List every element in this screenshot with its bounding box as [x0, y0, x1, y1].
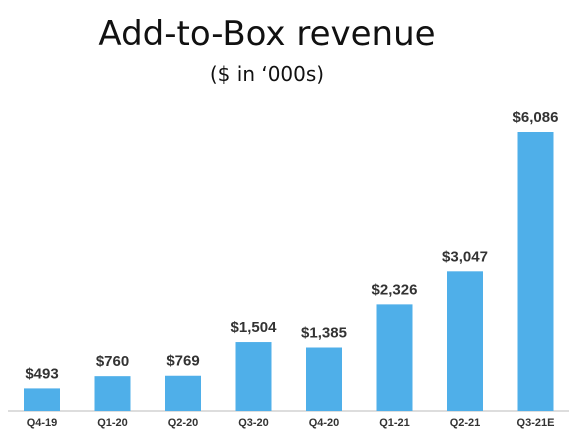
bar-q4-20: [306, 347, 342, 411]
value-label-q2-20: $769: [166, 353, 199, 370]
value-label-q1-20: $760: [96, 353, 129, 370]
tick-label-q1-20: Q1-20: [97, 417, 128, 429]
bar-q3-20: [235, 342, 272, 411]
value-label-q3-20: $1,504: [231, 319, 278, 336]
value-label-q4-19: $493: [25, 365, 58, 382]
bar-q2-20: [165, 375, 201, 411]
value-label-q3-21e: $6,086: [513, 109, 559, 126]
chart-title: Add-to-Box revenue: [98, 14, 436, 54]
chart-subtitle: ($ in ‘000s): [209, 62, 325, 86]
bar-q1-20: [94, 376, 131, 411]
tick-label-q2-21: Q2-21: [450, 417, 481, 429]
value-label-q1-21: $2,326: [372, 281, 418, 298]
value-label-q4-20: $1,385: [301, 325, 347, 342]
tick-label-q3-20: Q3-20: [238, 417, 269, 429]
tick-label-q3-21e: Q3-21E: [517, 417, 555, 429]
tick-label-q1-21: Q1-21: [379, 417, 410, 429]
bar-q4-19: [24, 388, 60, 411]
value-label-q2-21: $3,047: [442, 248, 488, 265]
bar-q2-21: [447, 271, 483, 411]
tick-label-q2-20: Q2-20: [168, 417, 199, 429]
bar-q1-21: [376, 304, 413, 411]
tick-labels-group: Q4-19 Q1-20 Q2-20 Q3-20 Q4-20 Q1-21 Q2-21 Q3-21…: [27, 417, 555, 429]
tick-label-q4-20: Q4-20: [309, 417, 340, 429]
bar-q3-21e: [517, 132, 554, 411]
value-labels-group: $493 $760 $769 $1,504 $1,385 $2,326 $3,047 $6,0…: [25, 109, 558, 382]
bars-group: [24, 132, 554, 411]
tick-label-q4-19: Q4-19: [27, 417, 58, 429]
